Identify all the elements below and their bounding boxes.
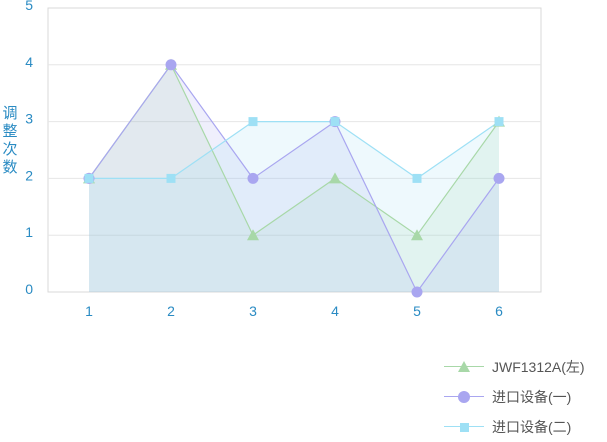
x-tick-label-4: 4 — [331, 303, 339, 319]
point-series-3-1 — [84, 173, 94, 183]
point-series-1-5 — [411, 229, 423, 241]
x-tick-label-5: 5 — [413, 303, 421, 319]
point-series-2-2 — [165, 59, 177, 71]
point-series-1-3 — [247, 229, 259, 241]
circle-marker-icon — [458, 391, 470, 403]
legend-swatch-series-3 — [444, 420, 484, 434]
point-series-3-2 — [166, 173, 176, 183]
y-axis-label: 调整次数 — [2, 105, 18, 176]
legend-swatch-series-1 — [444, 360, 484, 374]
area-series-2 — [89, 64, 499, 292]
line-series-2 — [88, 63, 500, 294]
x-tick-label-3: 3 — [249, 303, 257, 319]
point-series-2-5 — [411, 286, 423, 298]
legend-item-series-1[interactable]: JWF1312A(左) — [444, 352, 604, 382]
x-tick-label-6: 6 — [495, 303, 503, 319]
legend-label-series-2: 进口设备(一) — [492, 389, 572, 405]
y-tick-label-0: 0 — [25, 281, 33, 297]
triangle-marker-icon — [458, 361, 470, 372]
legend-label-series-1: JWF1312A(左) — [492, 359, 585, 375]
y-tick-label-4: 4 — [25, 54, 33, 70]
point-series-1-4 — [329, 172, 341, 184]
point-series-2-3 — [247, 172, 259, 184]
line-series-3 — [89, 120, 500, 180]
point-series-3-5 — [412, 173, 422, 183]
x-tick-label-2: 2 — [167, 303, 175, 319]
point-series-2-6 — [493, 172, 505, 184]
y-tick-label-1: 1 — [25, 224, 33, 240]
point-series-3-3 — [248, 117, 258, 127]
x-tick-label-1: 1 — [85, 303, 93, 319]
chart-legend: JWF1312A(左) 进口设备(一) 进口设备(二) — [444, 352, 604, 442]
legend-item-series-3[interactable]: 进口设备(二) — [444, 412, 604, 442]
square-marker-icon — [460, 423, 469, 432]
legend-label-series-3: 进口设备(二) — [492, 419, 572, 435]
legend-item-series-2[interactable]: 进口设备(一) — [444, 382, 604, 412]
y-tick-label-3: 3 — [25, 111, 33, 127]
legend-swatch-series-2 — [444, 390, 484, 404]
y-tick-label-5: 5 — [25, 0, 33, 13]
plot-frame — [47, 7, 542, 293]
point-series-3-4 — [330, 117, 340, 127]
area-series-1 — [89, 64, 499, 292]
y-tick-label-2: 2 — [25, 167, 33, 183]
point-series-3-6 — [494, 117, 504, 127]
